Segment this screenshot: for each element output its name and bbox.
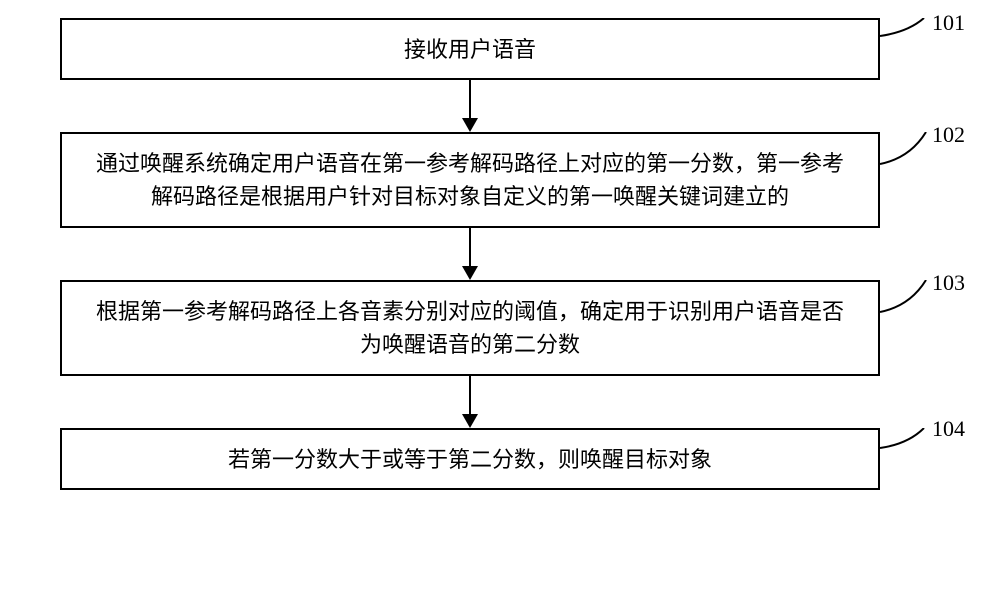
arrow-head-icon — [462, 266, 478, 280]
flow-node-103: 根据第一参考解码路径上各音素分别对应的阈值，确定用于识别用户语音是否为唤醒语音的… — [60, 280, 880, 376]
arrow-head-icon — [462, 118, 478, 132]
flow-node-text: 接收用户语音 — [404, 33, 536, 66]
arrow-line — [469, 80, 471, 120]
node-label-103: 103 — [932, 270, 965, 296]
flow-arrow — [60, 376, 880, 428]
node-label-102: 102 — [932, 122, 965, 148]
flow-node-text: 根据第一参考解码路径上各音素分别对应的阈值，确定用于识别用户语音是否为唤醒语音的… — [86, 295, 854, 361]
flowchart-container: 接收用户语音 101 通过唤醒系统确定用户语音在第一参考解码路径上对应的第一分数… — [60, 18, 940, 490]
flow-arrow — [60, 228, 880, 280]
arrow-line — [469, 376, 471, 416]
flow-arrow — [60, 80, 880, 132]
node-label-104: 104 — [932, 416, 965, 442]
flow-node-text: 若第一分数大于或等于第二分数，则唤醒目标对象 — [228, 443, 712, 476]
flow-node-104: 若第一分数大于或等于第二分数，则唤醒目标对象 — [60, 428, 880, 490]
flow-node-101: 接收用户语音 — [60, 18, 880, 80]
node-label-101: 101 — [932, 10, 965, 36]
flow-node-text: 通过唤醒系统确定用户语音在第一参考解码路径上对应的第一分数，第一参考解码路径是根… — [86, 147, 854, 213]
flow-node-102: 通过唤醒系统确定用户语音在第一参考解码路径上对应的第一分数，第一参考解码路径是根… — [60, 132, 880, 228]
arrow-head-icon — [462, 414, 478, 428]
arrow-line — [469, 228, 471, 268]
